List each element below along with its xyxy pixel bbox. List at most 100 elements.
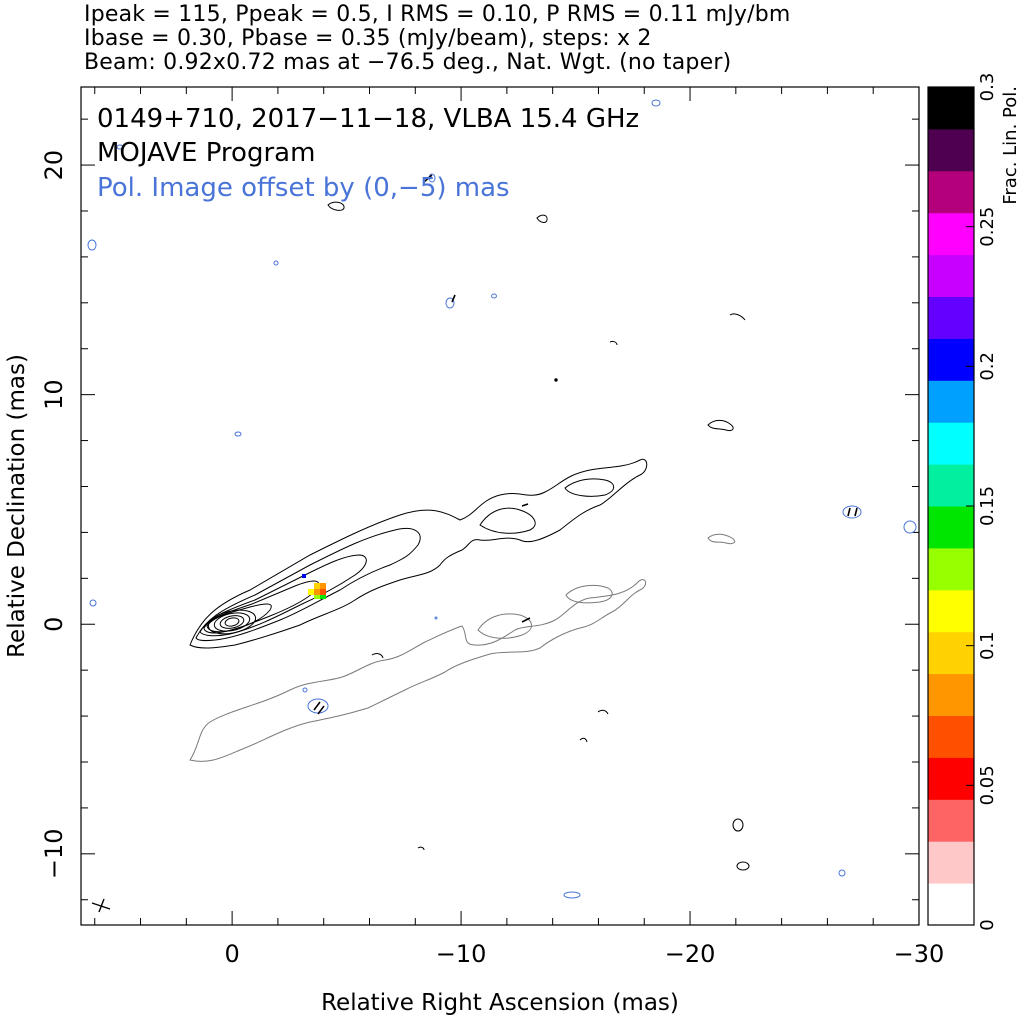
y-tick-label: 10 (40, 379, 68, 410)
pol-noise-contour (491, 293, 497, 299)
colorbar-segment (928, 254, 974, 297)
noise-contour (732, 818, 744, 832)
noise-contour (597, 709, 609, 715)
y-tick-label: 0 (40, 617, 68, 632)
pol-noise-contour (651, 99, 661, 107)
colorbar-segment (928, 757, 974, 800)
pol-noise-contour (89, 599, 97, 607)
colorbar-segment (928, 799, 974, 842)
colorbar-tick-label: 0.2 (977, 352, 998, 381)
evpa-stick (423, 174, 433, 183)
y-axis-ticks (81, 118, 919, 901)
colorbar (928, 87, 974, 926)
pol-noise-contour (116, 144, 124, 150)
noise-contour (707, 419, 734, 431)
noise-contour (579, 737, 588, 743)
noise-contour (417, 846, 425, 851)
x-axis-tick-labels: 0 −10 −20 −30 (224, 940, 944, 968)
noise-contour (536, 214, 548, 223)
pol-noise-contour (903, 520, 917, 534)
evpa-stick (317, 705, 325, 715)
x-tick-label: −30 (894, 940, 945, 968)
intensity-contour-1 (189, 458, 648, 649)
header-line-3: Beam: 0.92x0.72 mas at −76.5 deg., Nat. … (84, 50, 732, 75)
y-axis-tick-labels: −10 0 10 20 (40, 150, 68, 879)
colorbar-segment (928, 841, 974, 884)
polarization-contour-knot (565, 584, 613, 604)
program-name: MOJAVE Program (97, 138, 315, 168)
noise-contour (609, 340, 618, 346)
colorbar-segment (928, 380, 974, 423)
y-tick-label: −10 (40, 828, 68, 879)
evpa-stick (521, 503, 529, 507)
header-line-2: Ibase = 0.30, Pbase = 0.35 (mJy/beam), s… (84, 26, 652, 51)
intensity-contour-9 (224, 617, 240, 627)
colorbar-tick-label: 0 (977, 919, 998, 930)
evpa-stick (521, 617, 531, 623)
polarization-contour-main (189, 579, 647, 762)
colorbar-segment (928, 338, 974, 381)
intensity-contour-4 (203, 580, 320, 634)
evpa-stick (854, 507, 858, 517)
total-intensity-contours (189, 201, 750, 871)
colorbar-ticks: 0 0.05 0.1 0.15 0.2 0.25 0.3 (966, 73, 998, 931)
colorbar-segment (928, 87, 974, 130)
noise-contour (729, 313, 746, 321)
intensity-contour-8 (219, 615, 245, 629)
noise-contour (327, 201, 345, 211)
pol-noise-contour (563, 891, 581, 899)
colorbar-label: Frac. Lin. Pol. (1000, 86, 1021, 205)
noise-contour (371, 653, 384, 659)
colorbar-segment (928, 883, 974, 926)
pol-offset-note: Pol. Image offset by (0,−5) mas (97, 173, 510, 203)
x-tick-label: −10 (436, 940, 487, 968)
x-tick-label: 0 (224, 940, 239, 968)
x-tick-label: −20 (665, 940, 716, 968)
polarization-contours (189, 533, 736, 762)
noise-contour (736, 861, 750, 871)
colorbar-tick-label: 0.15 (977, 486, 998, 526)
pol-noise-contour (87, 239, 97, 251)
evpa-stick (847, 507, 851, 517)
pol-noise-contour (434, 616, 438, 620)
colorbar-segment (928, 212, 974, 256)
header-line-1: Ipeak = 115, Ppeak = 0.5, I RMS = 0.10, … (84, 2, 791, 27)
intensity-contour-2 (195, 528, 421, 642)
y-axis-label: Relative Declination (mas) (4, 354, 30, 658)
colorbar-tick-label: 0.05 (977, 765, 998, 805)
intensity-contour-5 (206, 603, 272, 633)
colorbar-segment (928, 589, 974, 633)
pol-noise-contour (838, 869, 846, 877)
colorbar-segment (928, 422, 974, 465)
polarization-contour-noise (707, 533, 736, 545)
intensity-contour-7 (213, 612, 251, 632)
pol-noise-contour (302, 687, 308, 693)
intensity-contour-knot-2 (564, 478, 615, 497)
colorbar-segment (928, 715, 974, 758)
colorbar-tick-label: 0.3 (977, 73, 998, 102)
colorbar-tick-label: 0.25 (977, 207, 998, 247)
intensity-contour-6 (207, 609, 257, 635)
evpa-stick (313, 701, 321, 711)
fractional-pol-patch (302, 574, 326, 599)
polarization-contour-knot (477, 613, 532, 639)
beam-marker (91, 898, 111, 913)
colorbar-segment (928, 506, 974, 549)
evpa-stick (451, 294, 456, 303)
pol-noise-contour (234, 431, 242, 437)
x-axis-label: Relative Right Ascension (mas) (321, 990, 679, 1016)
source-title: 0149+710, 2017−11−18, VLBA 15.4 GHz (97, 104, 639, 134)
colorbar-segment (928, 547, 974, 591)
intensity-contour-knot-1 (479, 507, 536, 534)
colorbar-segment (928, 128, 974, 172)
colorbar-segment (928, 464, 974, 507)
evpa-vectors (313, 174, 858, 715)
pol-noise-contour (842, 505, 862, 519)
pol-noise-contour (273, 260, 279, 266)
colorbar-segment (928, 631, 974, 675)
colorbar-tick-label: 0.1 (977, 631, 998, 660)
y-tick-label: 20 (40, 150, 68, 181)
x-axis-ticks (94, 87, 920, 925)
colorbar-segment (928, 296, 974, 339)
